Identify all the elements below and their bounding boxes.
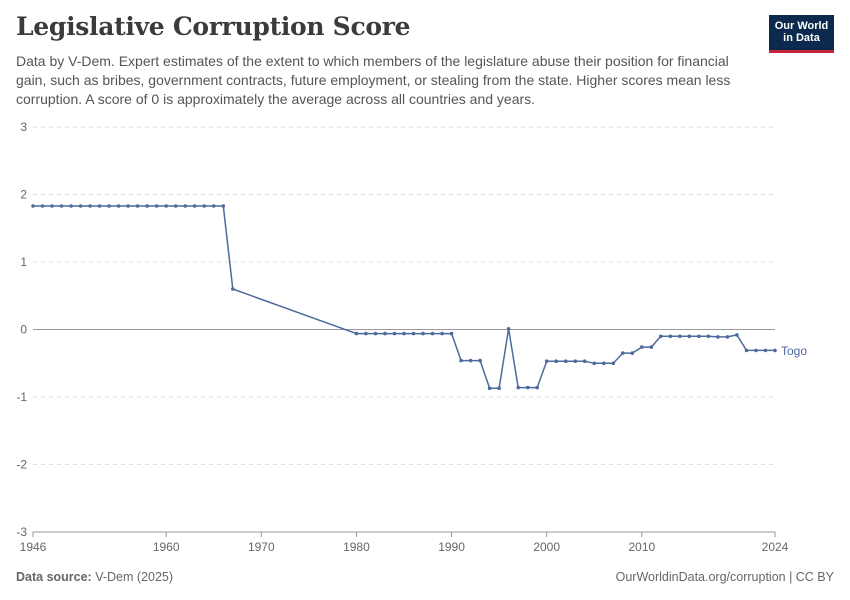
data-source: Data source: V-Dem (2025) (16, 570, 173, 584)
data-point (516, 385, 520, 390)
y-tick-label: 3 (20, 120, 27, 134)
x-tick-label: 1990 (438, 540, 465, 554)
data-point (411, 331, 416, 336)
data-point (145, 204, 149, 208)
y-tick-label: -1 (16, 390, 27, 404)
logo-line-1: Our World (774, 20, 829, 32)
data-point (554, 359, 558, 364)
data-point (535, 385, 539, 390)
data-point (478, 358, 482, 363)
series-line-togo (33, 205, 775, 389)
data-point (78, 204, 83, 208)
data-point (97, 204, 102, 208)
data-point (459, 358, 463, 363)
data-point (487, 386, 492, 391)
data-point (69, 204, 73, 208)
data-point (678, 334, 682, 339)
y-tick-label: 0 (20, 323, 27, 337)
data-point (126, 204, 130, 208)
footer-credit-link[interactable]: OurWorldinData.org/corruption | CC BY (615, 570, 834, 584)
data-point (602, 361, 606, 366)
data-point (725, 335, 730, 339)
data-point (573, 359, 577, 364)
data-point (192, 204, 197, 208)
x-tick-label: 1960 (153, 540, 180, 554)
data-point (440, 331, 444, 336)
data-point (364, 331, 368, 336)
data-point (706, 334, 711, 339)
data-point (506, 327, 511, 331)
data-point (630, 351, 635, 355)
y-tick-label: -3 (16, 525, 27, 539)
data-point (525, 385, 530, 390)
owid-logo[interactable]: Our World in Data (769, 15, 834, 53)
x-tick-label: 2010 (628, 540, 655, 554)
data-point (497, 386, 501, 391)
data-point (88, 204, 92, 208)
x-tick-label: 2000 (533, 540, 560, 554)
data-point (183, 204, 187, 208)
data-point (744, 348, 749, 353)
data-point (221, 204, 226, 208)
y-tick-label: 1 (20, 255, 27, 269)
data-point (231, 287, 235, 291)
data-point (659, 334, 663, 339)
data-point (668, 334, 673, 339)
x-tick-label: 2024 (762, 540, 789, 554)
data-point (373, 331, 378, 336)
data-point (354, 331, 359, 336)
data-point (392, 331, 397, 336)
data-point (107, 204, 111, 208)
x-tick-label: 1946 (20, 540, 47, 554)
y-tick-label: 2 (20, 188, 27, 202)
data-point (716, 335, 720, 339)
data-source-link[interactable]: V-Dem (2025) (95, 570, 174, 584)
data-point (754, 348, 758, 353)
data-point (582, 359, 587, 364)
data-point (449, 331, 454, 336)
data-point (697, 334, 701, 339)
logo-line-2: in Data (783, 32, 820, 44)
data-point (164, 204, 168, 208)
data-point (383, 331, 387, 336)
data-point (621, 351, 625, 355)
data-point (687, 334, 692, 339)
data-point (563, 359, 568, 364)
data-point (468, 358, 473, 363)
data-point (40, 204, 45, 208)
data-point (211, 204, 216, 208)
data-point (649, 345, 654, 349)
chart-subtitle: Data by V-Dem. Expert estimates of the e… (16, 53, 731, 107)
data-point (135, 204, 140, 208)
x-tick-label: 1970 (248, 540, 275, 554)
data-point (592, 361, 597, 366)
data-point (773, 348, 777, 353)
data-point (50, 204, 54, 208)
data-point (402, 331, 406, 336)
y-tick-label: -2 (16, 458, 27, 472)
data-point (544, 359, 549, 364)
data-point (154, 204, 159, 208)
data-source-label: Data source: (16, 570, 92, 584)
data-point (421, 331, 425, 336)
data-point (640, 345, 644, 349)
data-point (763, 348, 768, 353)
data-point (173, 204, 178, 208)
series-label-togo: Togo (781, 344, 807, 358)
data-point (430, 331, 435, 336)
chart-title: Legislative Corruption Score (16, 12, 411, 41)
x-tick-label: 1980 (343, 540, 370, 554)
data-point (59, 204, 64, 208)
data-point (735, 333, 739, 337)
data-point (202, 204, 206, 208)
data-point (31, 204, 35, 208)
data-point (611, 361, 616, 366)
data-point (116, 204, 121, 208)
